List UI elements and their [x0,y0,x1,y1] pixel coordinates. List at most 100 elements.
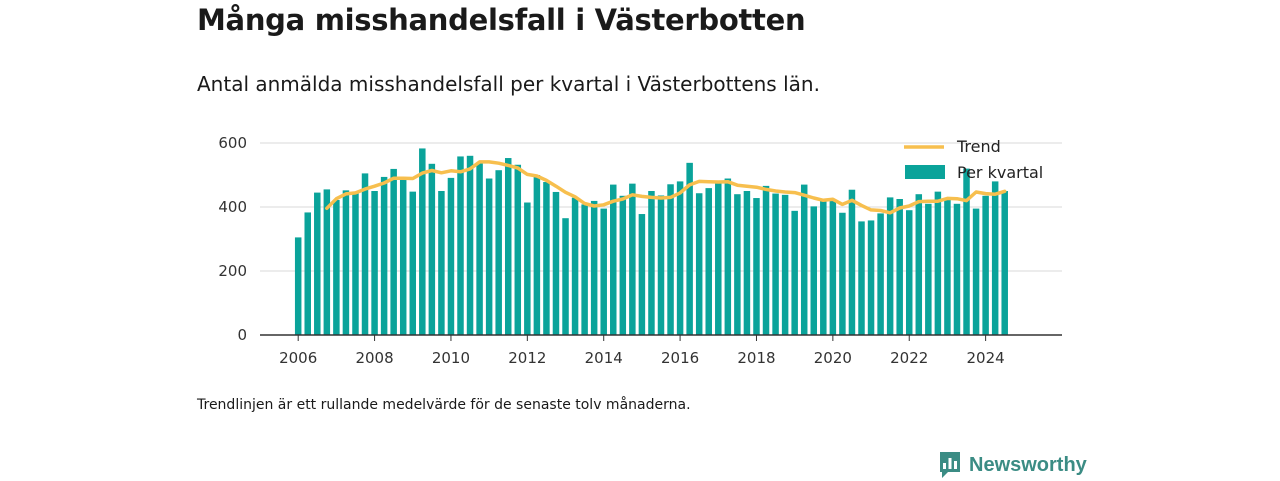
y-tick-label: 400 [218,198,247,216]
bar [934,191,942,335]
bar [953,203,961,335]
x-tick-label: 2020 [814,349,852,367]
bar [800,184,808,335]
bar [982,195,989,335]
bar [409,191,417,335]
y-tick-label: 200 [218,262,247,280]
bar [361,173,369,335]
bar [466,155,474,335]
bar [839,212,846,335]
brand-logo: Newsworthy [938,449,1087,481]
bar [533,175,541,335]
x-tick-label: 2008 [355,349,393,367]
bar [419,148,426,335]
bar [820,200,827,335]
bar [581,204,588,335]
bar [724,178,732,335]
bar [399,179,407,335]
bar [590,200,598,335]
bar [686,162,693,335]
bar-series [294,148,1008,335]
bar [657,195,665,335]
bar [858,221,865,335]
bar [552,191,560,335]
bar [371,191,378,335]
bar [944,199,951,335]
bar [695,193,703,335]
y-tick-label: 0 [237,326,247,344]
bar [772,193,779,335]
bar [743,191,751,335]
bar [333,199,340,335]
bar [648,191,655,335]
bar [715,183,722,335]
chart-subtitle: Antal anmälda misshandelsfall per kvarta… [197,72,820,96]
bar [514,164,522,335]
bar [629,183,636,335]
bar [972,208,980,335]
bar [447,177,455,335]
bar [991,181,999,335]
x-tick-label: 2012 [508,349,546,367]
bar [294,237,302,335]
legend: Trend Per kvartal [904,137,1043,182]
bar [504,158,512,335]
x-tick-label: 2014 [585,349,623,367]
x-tick-label: 2016 [661,349,699,367]
bar [495,170,502,335]
legend-trend-label: Trend [956,137,1001,156]
bar [753,198,760,335]
bar [390,168,397,335]
y-tick-label: 600 [218,134,247,152]
bar [380,176,388,335]
bar [676,181,684,335]
bar [571,197,579,335]
bar [781,194,789,335]
y-axis-labels: 0 200 400 600 [218,134,247,344]
chart-title: Många misshandelsfall i Västerbotten [197,3,806,37]
bar [524,202,531,335]
bar [342,190,350,335]
bar [848,189,856,335]
bar [1001,191,1008,335]
bar [829,200,837,335]
bar [323,189,331,335]
x-tick-label: 2024 [967,349,1005,367]
bar [705,188,712,335]
bar [734,194,741,335]
bar [485,178,493,335]
trend-line [325,160,1007,215]
bar [457,156,464,335]
bar [762,185,770,335]
bar [543,182,550,335]
bar [867,220,875,335]
bar [476,162,483,335]
bar [886,197,894,335]
bar [438,191,445,335]
x-tick-label: 2018 [737,349,775,367]
bar [619,195,627,335]
bar [877,213,884,335]
x-axis-labels: 2006 2008 2010 2012 2014 2016 2018 2020 2022 2024 [279,335,1005,367]
bar [304,212,311,335]
bar [314,192,321,335]
bar [600,208,607,335]
x-tick-label: 2022 [890,349,928,367]
bar [352,193,359,335]
bar [562,218,569,335]
bar [638,214,646,335]
legend-bar-swatch [905,165,945,179]
bar [963,168,970,335]
bar [905,210,913,335]
footnote: Trendlinjen är ett rullande medelvärde f… [197,397,691,413]
legend-bar-label: Per kvartal [957,163,1043,182]
bar [896,199,903,335]
bar [610,184,617,335]
x-tick-label: 2006 [279,349,317,367]
bar-chart-speech-bubble-icon [940,452,960,478]
bar [915,194,923,335]
x-tick-label: 2010 [432,349,470,367]
bar [667,184,674,335]
bar [810,206,818,335]
